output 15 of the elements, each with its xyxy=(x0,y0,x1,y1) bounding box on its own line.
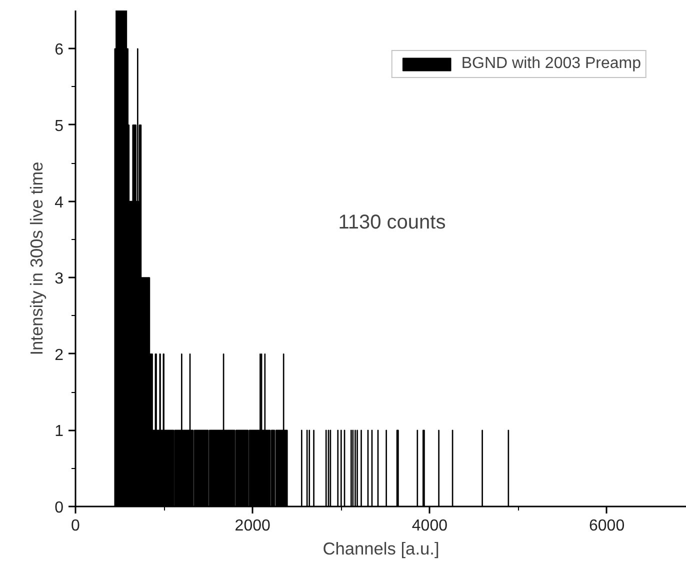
y-tick-label: 3 xyxy=(54,270,64,288)
y-tick-label: 4 xyxy=(54,194,64,212)
y-tick-label: 0 xyxy=(54,500,64,516)
y-axis-title: Intensity in 300s live time xyxy=(26,162,47,356)
x-axis-title: Channels [a.u.] xyxy=(322,538,440,558)
x-tick-label: 0 xyxy=(71,518,80,534)
y-tick-label: 1 xyxy=(54,423,64,440)
x-tick-label: 2000 xyxy=(234,518,270,534)
x-tick-label: 4000 xyxy=(412,518,448,534)
y-tick-label: 6 xyxy=(54,42,64,59)
legend-label: BGND with 2003 Preamp xyxy=(461,55,641,73)
annotation: 1130 counts xyxy=(338,212,446,234)
y-tick-label: 2 xyxy=(54,346,64,364)
y-tick-label: 5 xyxy=(54,118,64,135)
x-tick-label: 6000 xyxy=(589,518,625,534)
